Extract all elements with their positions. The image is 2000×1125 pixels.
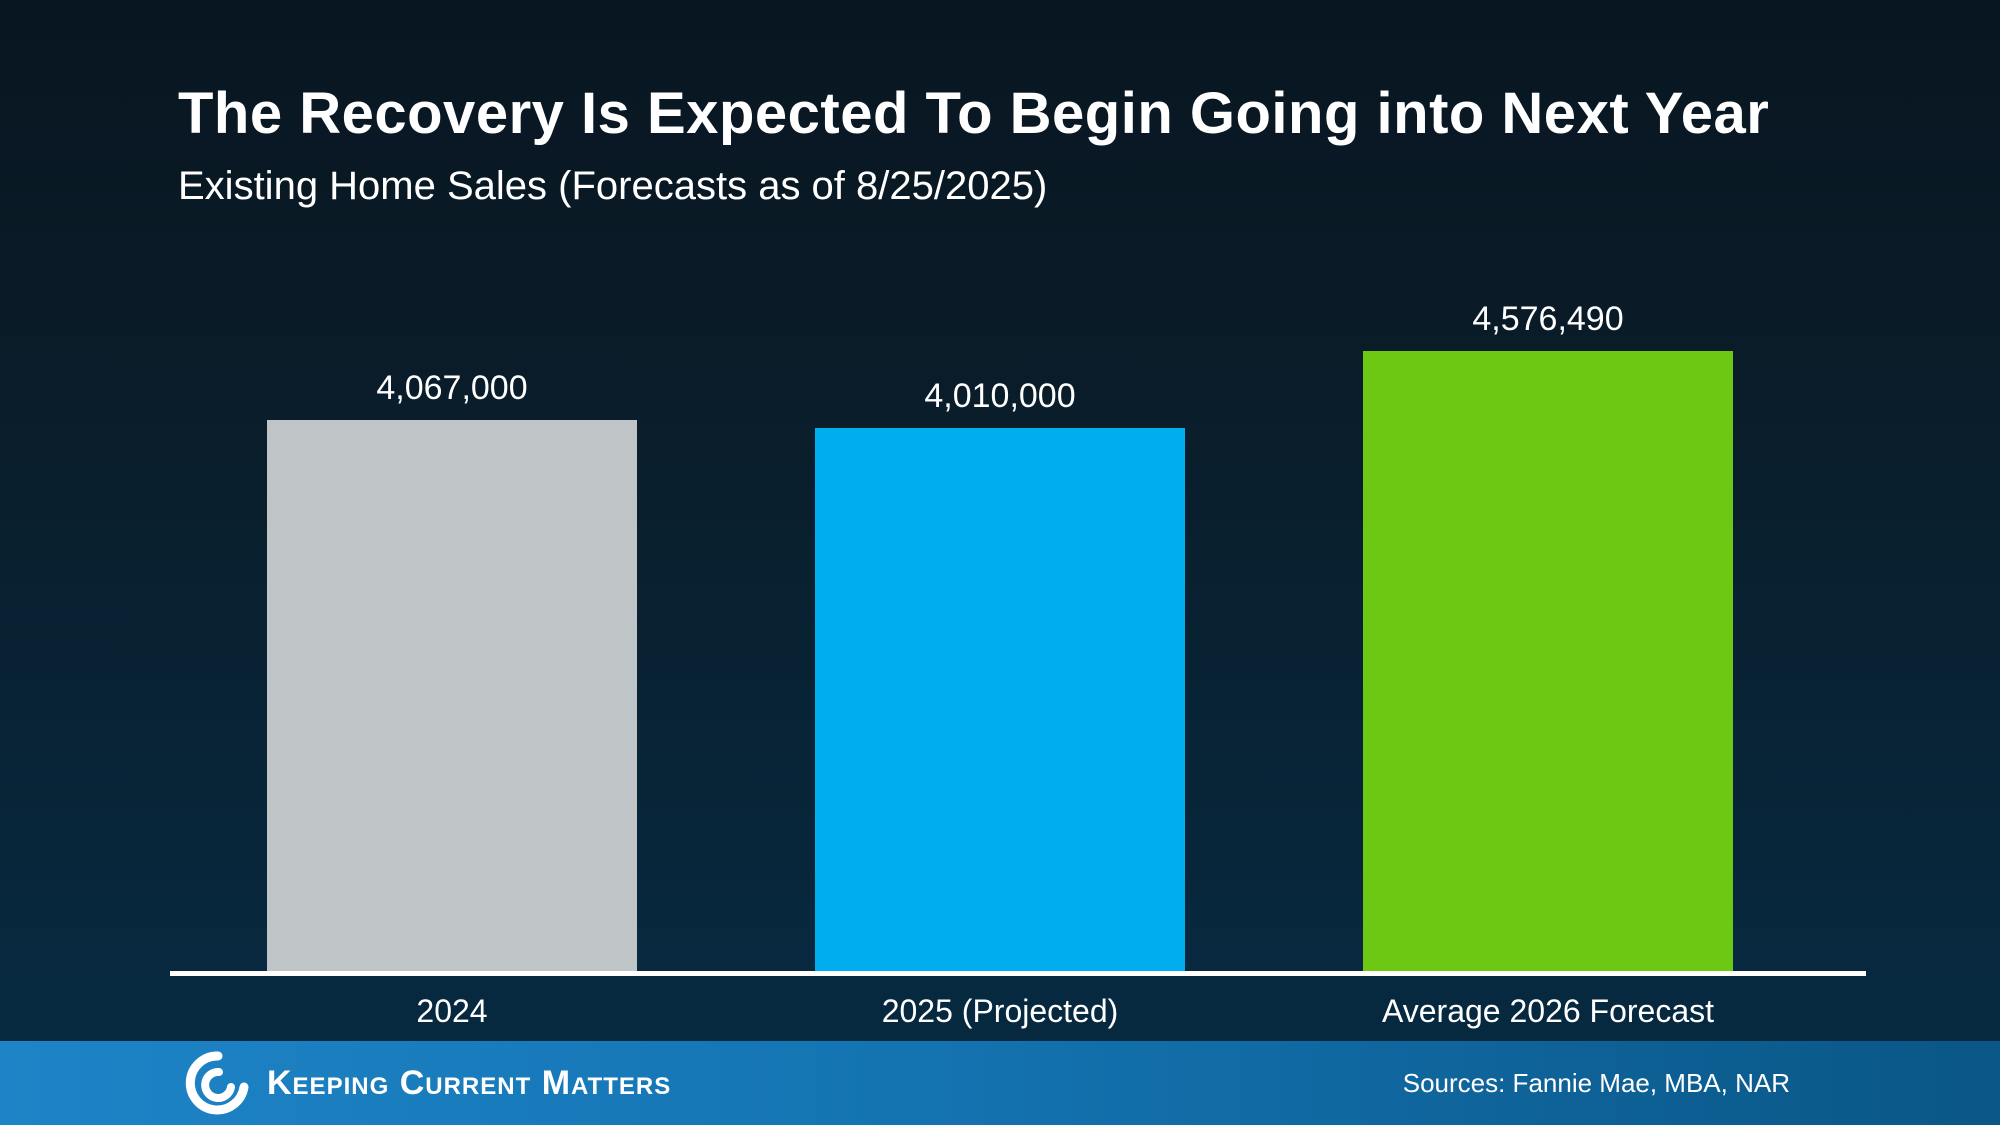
page-title: The Recovery Is Expected To Begin Going … [178,81,1770,146]
value-label-2026-forecast: 4,576,490 [1472,300,1624,338]
category-label-2026-forecast: Average 2026 Forecast [1381,993,1715,1029]
footer-bar: Keeping Current Matters Sources: Fannie … [0,1041,2000,1125]
bar-2026-forecast [1363,351,1733,971]
kcm-swirl-icon [185,1051,249,1115]
brand-wordmark: Keeping Current Matters [267,1063,672,1102]
bar-group-2026-forecast: 4,576,490 Average 2026 Forecast [1363,0,1733,1125]
value-label-2024: 4,067,000 [376,369,528,407]
bar-2025-projected [815,428,1185,971]
page-subtitle: Existing Home Sales (Forecasts as of 8/2… [178,164,1048,208]
value-label-2025-projected: 4,010,000 [924,377,1076,415]
bar-group-2025-projected: 4,010,000 2025 (Projected) [815,0,1185,1125]
bar-group-2024: 4,067,000 2024 [267,0,637,1125]
category-label-2024: 2024 [416,993,488,1029]
x-axis-line [170,971,1866,976]
category-label-2025-projected: 2025 (Projected) [881,993,1119,1029]
sources-text: Sources: Fannie Mae, MBA, NAR [1402,1067,1790,1098]
bar-2024 [267,420,637,971]
